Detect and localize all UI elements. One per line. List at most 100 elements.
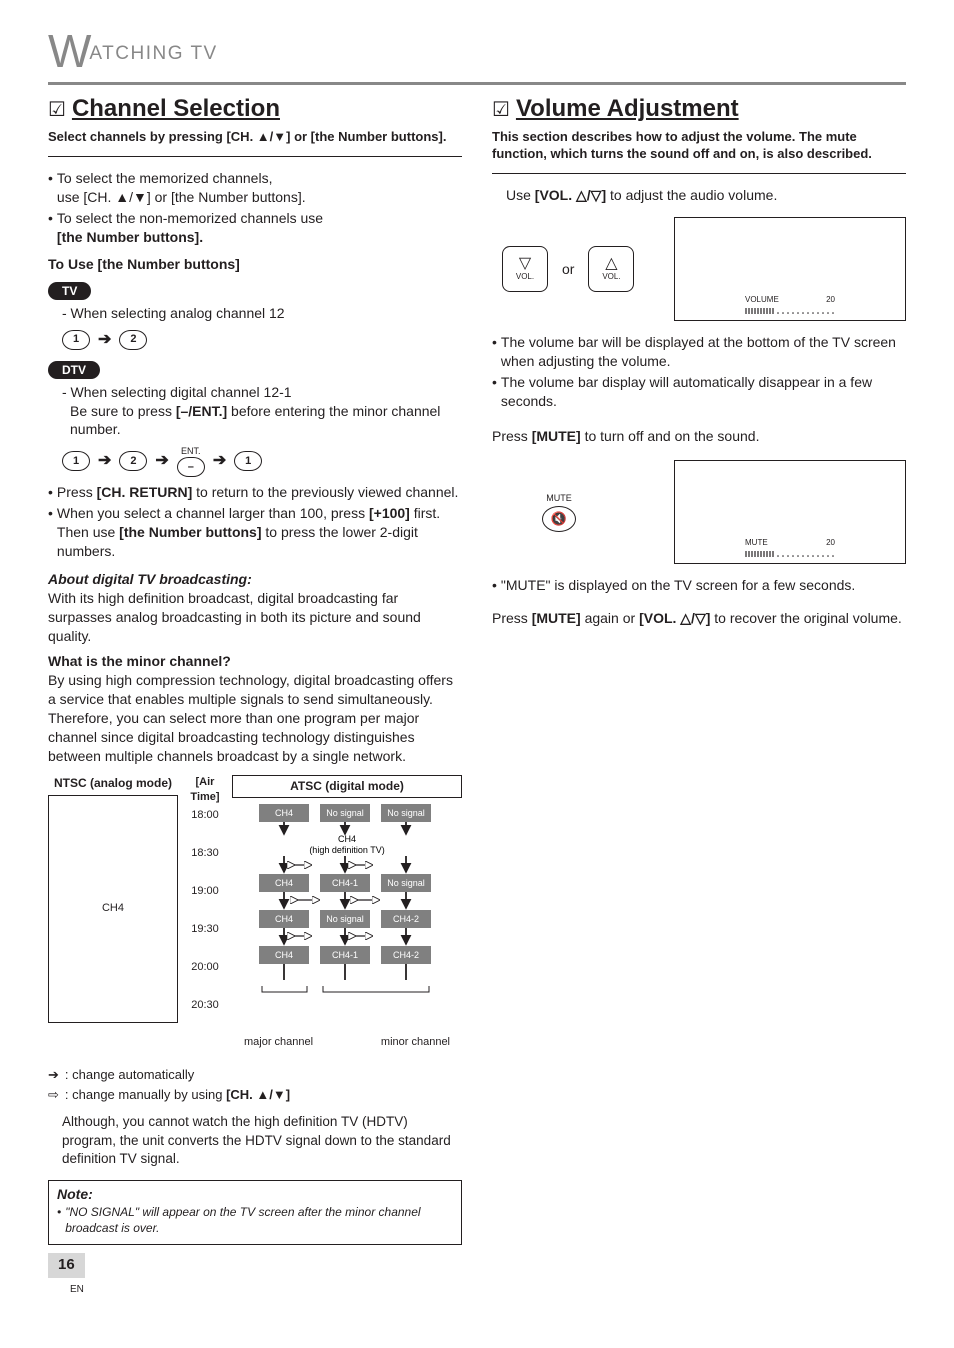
volume-title: Volume Adjustment [516,93,739,125]
text: Press [492,610,532,626]
outline-arrow-icon: ⇨ [48,1086,59,1104]
number-button: 1 [62,330,90,350]
text: Be sure to press [70,403,176,419]
atsc-diagram: CH4 No signal No signal CH4 (high defini… [232,798,462,1028]
svg-text:No signal: No signal [326,914,364,924]
minor-body-2: Therefore, you can select more than one … [48,710,419,764]
svg-text:CH4-2: CH4-2 [393,914,419,924]
left-column: ☑ Channel Selection Select channels by p… [48,93,462,1245]
volume-label: VOLUME [745,295,779,306]
channel-chart: NTSC (analog mode) CH4 [Air Time] 18:00 … [48,775,462,1050]
bullet-ch-return: • Press [CH. RETURN] to return to the pr… [48,483,462,502]
page-language: EN [70,1284,84,1295]
checkbox-icon: ☑ [48,97,66,124]
text: When you select a channel larger than 10… [57,505,369,521]
or-text: or [562,260,574,279]
hdtv-note: Although, you cannot watch the high defi… [62,1113,462,1168]
volume-value: 20 [826,295,835,306]
volume-intro: This section describes how to adjust the… [492,129,906,163]
svg-text:CH4: CH4 [338,834,356,844]
digital-instruction-1: - When selecting digital channel 12-1 [62,383,462,402]
svg-text:CH4-2: CH4-2 [393,950,419,960]
bullet-nonmemorized: • To select the non-memorized channels u… [48,209,462,247]
mute-diagram: MUTE 🔇 MUTE20 [502,460,906,564]
digital-button-sequence: 1 ➔ 2 ➔ ENT. – ➔ 1 [62,445,462,477]
about-body: With its high definition broadcast, digi… [48,590,421,644]
bullet-mute-display: •"MUTE" is displayed on the TV screen fo… [492,576,906,595]
number-button: 1 [234,451,262,471]
text: [MUTE] [532,428,581,444]
time-label: 19:00 [180,884,230,922]
mute-icon: 🔇 [551,510,567,528]
legend-auto: : change automatically [65,1066,194,1084]
analog-button-sequence: 1 ➔ 2 [62,329,462,351]
dtv-pill: DTV [48,361,100,379]
bullet-text: use [CH. ▲/▼] or [the Number buttons]. [57,189,306,205]
mute-screen: MUTE20 [674,460,906,564]
text: [the Number buttons] [119,524,261,540]
volume-diagram: ▽VOL. or △ VOL. VOLUME 20 [502,217,906,321]
divider [492,173,906,174]
text: Press [57,484,97,500]
number-buttons-header: To Use [the Number buttons] [48,255,462,274]
time-label: 19:30 [180,922,230,960]
analog-instruction: - When selecting analog channel 12 [62,304,462,323]
svg-text:CH4: CH4 [275,950,293,960]
time-label: 18:00 [180,808,230,846]
text: to turn off and on the sound. [581,428,760,444]
text: "MUTE" is displayed on the TV screen for… [501,576,855,595]
number-button: 2 [119,330,147,350]
recover-instruction: Press [MUTE] again or [VOL. △/▽] to reco… [492,609,906,628]
mute-bar [745,551,835,557]
ntsc-column: NTSC (analog mode) CH4 [48,775,178,1022]
right-column: ☑ Volume Adjustment This section describ… [492,93,906,1245]
text: [MUTE] [532,610,581,626]
minor-title: What is the minor channel? [48,653,231,669]
svg-text:No signal: No signal [387,808,425,818]
use-vol-instruction: Use [VOL. △/▽] to adjust the audio volum… [506,186,906,205]
triangle-down-icon: ▽ [519,256,531,272]
vol-down-button: ▽VOL. [502,246,548,292]
text: [VOL. △/▽] [535,187,606,203]
mute-instruction: Press [MUTE] to turn off and on the soun… [492,427,906,446]
checkbox-icon: ☑ [492,97,510,124]
svg-text:No signal: No signal [387,878,425,888]
tv-pill: TV [48,282,91,300]
text: to recover the original volume. [710,610,901,626]
arrow-icon: ➔ [155,450,168,472]
channel-intro: Select channels by pressing [CH. ▲/▼] or… [48,129,462,146]
bullet-text: To select the non-memorized channels use [57,210,323,226]
mute-button: 🔇 [542,506,576,532]
page-number: 16 [48,1253,85,1277]
arrow-icon: ➔ [98,450,111,472]
text: again or [581,610,639,626]
divider [48,156,462,157]
text: : change manually by using [65,1087,226,1102]
airtime-header: [Air Time] [180,775,230,808]
section-header: WATCHING TV [48,20,906,85]
svg-text:CH4: CH4 [275,808,293,818]
note-box: Note: •"NO SIGNAL" will appear on the TV… [48,1180,462,1245]
time-label: 20:00 [180,960,230,998]
section-title: WATCHING TV [48,43,218,64]
text: The volume bar display will automaticall… [501,373,906,411]
bullet-volbar-2: •The volume bar display will automatical… [492,373,906,411]
text: [CH. ▲/▼] [226,1087,290,1102]
ntsc-label: CH4 [102,901,124,916]
solid-arrow-icon: ➔ [48,1066,59,1084]
atsc-column: ATSC (digital mode) CH4 No signal No sig… [232,775,462,1050]
triangle-up-icon: △ [605,256,617,272]
major-channel-label: major channel [244,1035,313,1050]
vol-label: VOL. [516,272,534,283]
about-title: About digital TV broadcasting: [48,571,252,587]
mute-label: MUTE [745,538,768,549]
channel-selection-title: Channel Selection [72,93,280,125]
mute-button-wrap: MUTE 🔇 [542,492,576,532]
minor-channel-label: minor channel [381,1035,450,1050]
mute-btn-label: MUTE [542,492,576,504]
legend-manual: : change manually by using [CH. ▲/▼] [65,1086,290,1104]
arrow-icon: ➔ [213,450,226,472]
note-title: Note: [57,1185,453,1204]
airtime-column: [Air Time] 18:00 18:30 19:00 19:30 20:00… [180,775,230,1036]
text: Use [506,187,535,203]
